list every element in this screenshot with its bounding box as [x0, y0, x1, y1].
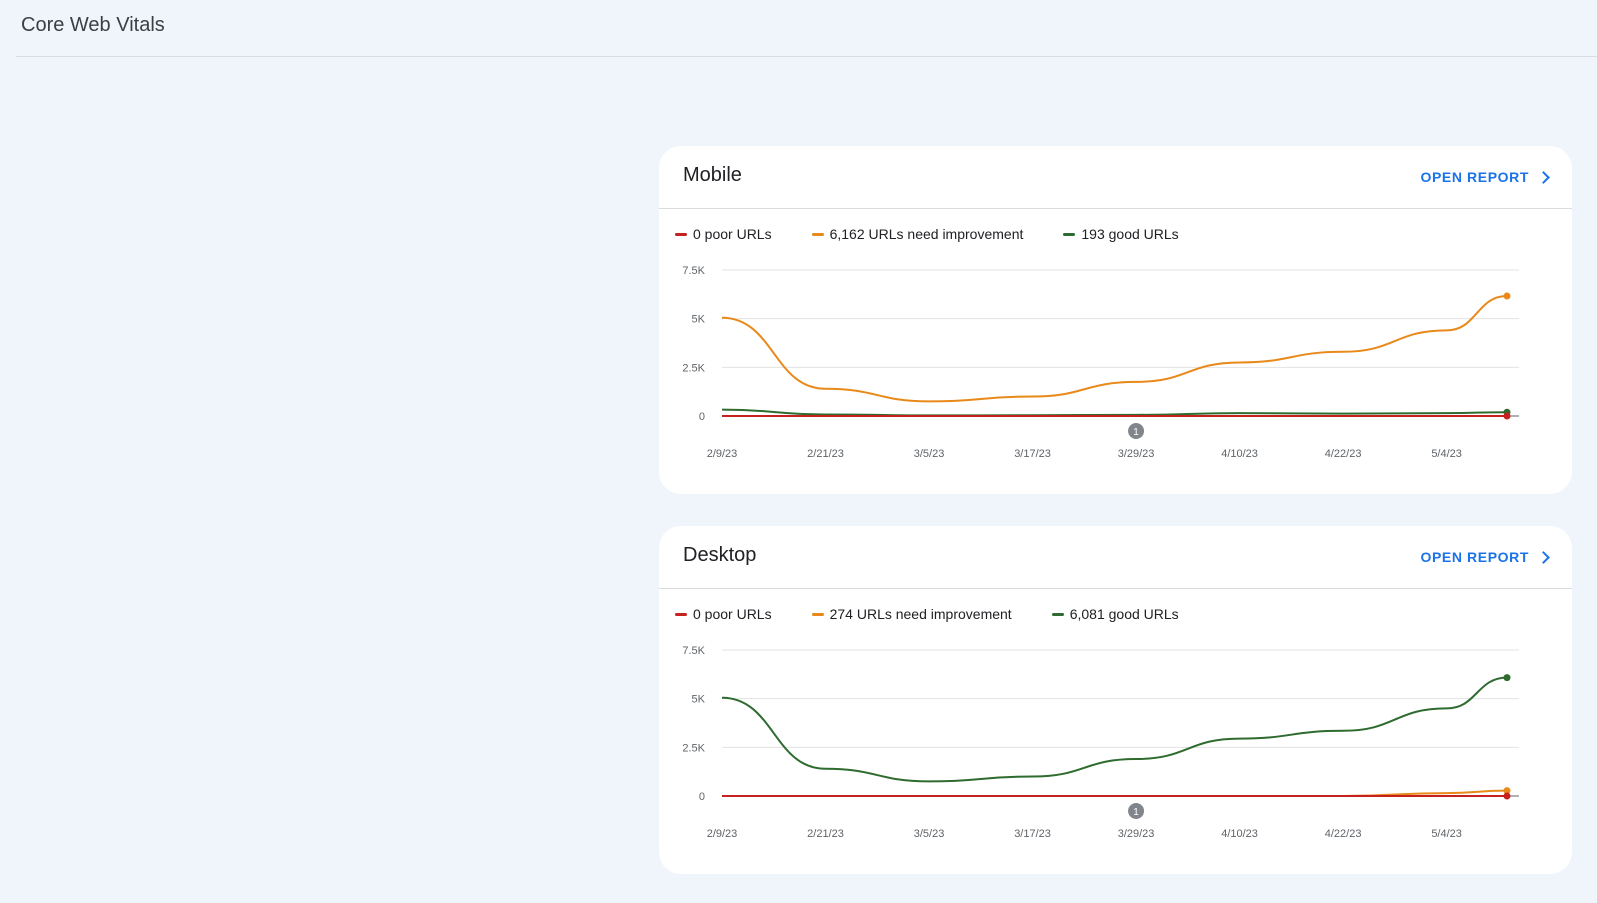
legend-swatch-needs-improvement [811, 232, 824, 236]
y-tick-label: 5K [692, 694, 706, 706]
card-header: Desktop OPEN REPORT [659, 526, 1572, 589]
legend-item-needs-improvement[interactable]: 274 URLs need improvement [811, 606, 1012, 622]
series-end-point [1503, 792, 1511, 800]
x-tick-label: 3/29/23 [1118, 828, 1155, 840]
legend-swatch-poor [675, 612, 687, 616]
y-tick-label: 5K [692, 314, 706, 326]
x-tick-label: 3/17/23 [1014, 828, 1051, 840]
series-line [721, 676, 1508, 783]
legend-item-poor[interactable]: 0 poor URLs [675, 606, 772, 622]
card-title: Desktop [683, 544, 757, 566]
series-line [721, 295, 1508, 403]
legend-swatch-poor [675, 232, 687, 236]
x-tick-label: 4/10/23 [1221, 828, 1258, 840]
series-end-point [1503, 412, 1511, 420]
legend-swatch-good [1051, 612, 1064, 616]
x-tick-label: 3/29/23 [1118, 448, 1155, 460]
series-end-point [1503, 787, 1511, 795]
legend-label: 6,162 URLs need improvement [829, 226, 1024, 242]
card-title: Mobile [683, 164, 742, 186]
x-tick-label: 3/17/23 [1014, 448, 1051, 460]
x-tick-label: 2/9/23 [707, 828, 738, 840]
annotation-label: 1 [1133, 427, 1139, 438]
x-tick-label: 3/5/23 [914, 448, 945, 460]
open-report-button[interactable]: OPEN REPORT [1420, 549, 1550, 565]
x-tick-label: 4/22/23 [1325, 828, 1362, 840]
annotation-label: 1 [1133, 807, 1139, 818]
y-tick-label: 0 [699, 411, 705, 423]
y-tick-label: 7.5K [682, 265, 705, 277]
open-report-label: OPEN REPORT [1420, 169, 1529, 185]
series-end-point [1503, 674, 1511, 682]
y-tick-label: 2.5K [682, 362, 705, 374]
legend-label: 6,081 good URLs [1069, 606, 1179, 622]
x-tick-label: 2/21/23 [807, 448, 844, 460]
open-report-button[interactable]: OPEN REPORT [1420, 169, 1550, 185]
mobile-card: Mobile OPEN REPORT 0 poor URLs 6,162 URL… [659, 146, 1572, 494]
legend-item-good[interactable]: 6,081 good URLs [1051, 606, 1179, 622]
annotation-marker[interactable] [1128, 423, 1145, 439]
annotation-marker[interactable] [1128, 803, 1145, 819]
page-header: Core Web Vitals [16, 0, 1597, 57]
x-tick-label: 2/21/23 [807, 828, 844, 840]
x-tick-label: 4/10/23 [1221, 448, 1258, 460]
x-tick-label: 2/9/23 [707, 448, 738, 460]
desktop-chart[interactable]: 0 2.5K 5K 7.5K 2/9/23 2/21/23 3/5/23 3/17/23 3/2… [659, 526, 1572, 874]
card-header: Mobile OPEN REPORT [659, 146, 1572, 209]
legend-swatch-needs-improvement [811, 612, 824, 616]
x-tick-label: 5/4/23 [1431, 448, 1462, 460]
legend-label: 0 poor URLs [693, 606, 772, 622]
x-tick-label: 4/22/23 [1325, 448, 1362, 460]
x-tick-label: 5/4/23 [1431, 828, 1462, 840]
chart-legend: 0 poor URLs 6,162 URLs need improvement … [675, 226, 1219, 242]
legend-label: 193 good URLs [1081, 226, 1179, 242]
page-title: Core Web Vitals [21, 14, 165, 36]
desktop-card: Desktop OPEN REPORT 0 poor URLs 274 URLs… [659, 526, 1572, 874]
series-line [721, 408, 1508, 417]
legend-swatch-good [1063, 232, 1076, 236]
x-tick-label: 3/5/23 [914, 828, 945, 840]
series-end-point [1503, 292, 1511, 300]
legend-label: 274 URLs need improvement [829, 606, 1012, 622]
y-tick-label: 2.5K [682, 742, 705, 754]
open-report-label: OPEN REPORT [1420, 549, 1529, 565]
mobile-chart[interactable]: 0 2.5K 5K 7.5K 2/9/23 2/21/23 3/5/23 3/17/23 3/2… [659, 146, 1572, 494]
legend-item-poor[interactable]: 0 poor URLs [675, 226, 772, 242]
chart-legend: 0 poor URLs 274 URLs need improvement 6,… [675, 606, 1219, 622]
legend-item-good[interactable]: 193 good URLs [1063, 226, 1179, 242]
legend-label: 0 poor URLs [693, 226, 772, 242]
legend-item-needs-improvement[interactable]: 6,162 URLs need improvement [811, 226, 1024, 242]
y-tick-label: 7.5K [682, 645, 705, 657]
y-tick-label: 0 [699, 791, 705, 803]
